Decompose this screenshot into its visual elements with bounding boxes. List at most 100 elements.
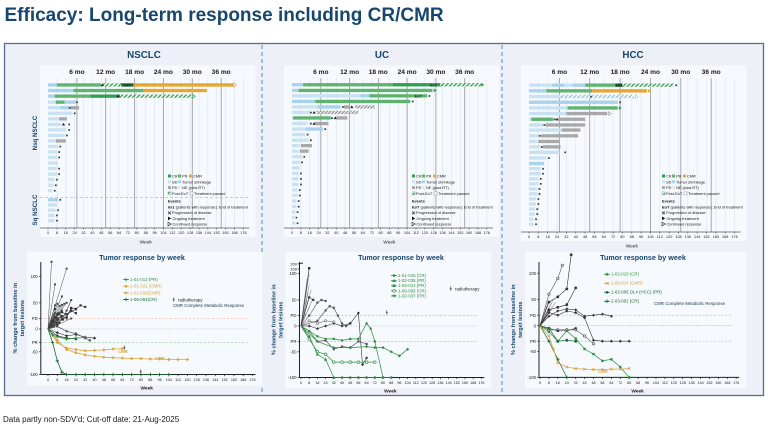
svg-text:120: 120 — [421, 381, 427, 385]
svg-text:88: 88 — [630, 235, 634, 239]
svg-text:0: 0 — [47, 378, 49, 382]
svg-text:EoT (patients with response):: EoT (patients with response): End of tre… — [412, 204, 494, 209]
svg-text:96: 96 — [397, 381, 401, 385]
svg-text:8: 8 — [56, 378, 58, 382]
svg-text:2-03-001 (CR): 2-03-001 (CR) — [611, 299, 640, 304]
svg-text:136: 136 — [685, 235, 691, 239]
svg-text:128: 128 — [187, 231, 193, 235]
svg-text:150: 150 — [290, 267, 297, 272]
svg-text:40: 40 — [90, 231, 94, 235]
svg-text:Tumor response by week: Tumor response by week — [358, 253, 444, 262]
svg-text:168: 168 — [724, 381, 730, 385]
svg-text:12 mo: 12 mo — [580, 69, 599, 76]
svg-text:18 mo: 18 mo — [611, 69, 630, 76]
svg-text:CMR: CMR — [155, 356, 166, 361]
svg-text:104: 104 — [160, 231, 166, 235]
svg-text:100: 100 — [529, 271, 537, 276]
svg-text:1-06-004(CR): 1-06-004(CR) — [130, 297, 157, 302]
svg-text:Ongoing treatment: Ongoing treatment — [173, 216, 206, 221]
svg-text:Tumor response by week: Tumor response by week — [99, 253, 185, 262]
svg-text:64: 64 — [609, 381, 613, 385]
svg-text:50: 50 — [531, 297, 536, 302]
svg-text:12 mo: 12 mo — [96, 69, 115, 76]
svg-text:0: 0 — [300, 381, 302, 385]
svg-text:1-02-006 DL4 (HCC) (PR): 1-02-006 DL4 (HCC) (PR) — [611, 290, 662, 295]
svg-text:160: 160 — [222, 231, 228, 235]
svg-text:PR: PR — [182, 174, 188, 179]
svg-text:104: 104 — [166, 378, 172, 382]
svg-text:168: 168 — [240, 378, 246, 382]
svg-text:72: 72 — [611, 235, 615, 239]
svg-text:112: 112 — [175, 378, 181, 382]
svg-text:48: 48 — [591, 381, 595, 385]
svg-text:112: 112 — [662, 381, 668, 385]
svg-text:80: 80 — [135, 231, 139, 235]
svg-text:32: 32 — [332, 381, 336, 385]
svg-text:72: 72 — [126, 231, 130, 235]
svg-text:EoT: EoT — [430, 83, 438, 87]
svg-text:1-01-013 (PR): 1-01-013 (PR) — [130, 277, 158, 282]
svg-text:72: 72 — [618, 381, 622, 385]
svg-text:Ongoing treatment: Ongoing treatment — [417, 216, 450, 221]
svg-text:16: 16 — [546, 235, 550, 239]
svg-text:1-01-015 (CR): 1-01-015 (CR) — [398, 273, 427, 278]
svg-text:radiotherapy: radiotherapy — [178, 298, 203, 303]
svg-text:40: 40 — [334, 231, 338, 235]
svg-text:CMR: CMR — [598, 369, 609, 374]
svg-text:PD: PD — [291, 313, 297, 318]
svg-text:% change from baseline in: % change from baseline in — [13, 282, 19, 353]
svg-text:CMR Complete Metabolic Respons: CMR Complete Metabolic Response — [173, 303, 245, 308]
svg-text:40: 40 — [583, 381, 587, 385]
svg-text:UC: UC — [375, 50, 389, 61]
svg-text:80: 80 — [627, 381, 631, 385]
svg-text:PD: PD — [32, 316, 38, 321]
svg-text:144: 144 — [212, 378, 218, 382]
svg-text:Progression of disease: Progression of disease — [666, 210, 706, 215]
svg-text:% change from baseline in: % change from baseline in — [511, 284, 517, 355]
svg-text:48: 48 — [99, 231, 103, 235]
svg-text:24 mo: 24 mo — [641, 69, 660, 76]
svg-text:CMR: CMR — [687, 174, 696, 179]
svg-text:144: 144 — [205, 231, 211, 235]
svg-text:64: 64 — [361, 231, 365, 235]
svg-text:16: 16 — [64, 231, 68, 235]
svg-text:136: 136 — [196, 231, 202, 235]
svg-text:144: 144 — [446, 381, 452, 385]
svg-text:-100: -100 — [288, 375, 297, 380]
svg-text:1-06-005 (CR): 1-06-005 (CR) — [398, 288, 427, 293]
svg-text:Ongoing treatment: Ongoing treatment — [667, 216, 700, 221]
svg-text:16: 16 — [556, 381, 560, 385]
svg-text:Events: Events — [412, 198, 425, 203]
svg-text:Post-EoT: Post-EoT — [416, 191, 433, 196]
svg-text:152: 152 — [703, 235, 709, 239]
svg-text:18 mo: 18 mo — [125, 69, 144, 76]
svg-text:56: 56 — [352, 231, 356, 235]
svg-text:168: 168 — [470, 381, 476, 385]
svg-text:CR: CR — [666, 174, 672, 179]
svg-text:Nsq NSCLC: Nsq NSCLC — [32, 115, 39, 150]
svg-text:56: 56 — [592, 235, 596, 239]
svg-text:Tumor shrinkage: Tumor shrinkage — [182, 179, 211, 184]
svg-text:80: 80 — [139, 378, 143, 382]
svg-text:168: 168 — [722, 235, 728, 239]
svg-text:Week: Week — [140, 240, 153, 246]
svg-text:56: 56 — [600, 381, 604, 385]
svg-text:18 mo: 18 mo — [369, 69, 388, 76]
svg-text:Events: Events — [168, 198, 181, 203]
svg-text:88: 88 — [387, 231, 391, 235]
svg-text:56: 56 — [108, 231, 112, 235]
svg-text:6x1: 6x1 — [124, 84, 130, 88]
svg-text:-50: -50 — [290, 349, 297, 354]
svg-text:-100: -100 — [527, 375, 536, 380]
svg-text:8: 8 — [56, 231, 58, 235]
svg-text:136: 136 — [437, 381, 443, 385]
svg-text:24: 24 — [555, 235, 559, 239]
svg-text:88: 88 — [148, 378, 152, 382]
svg-text:PR: PR — [530, 339, 536, 344]
svg-text:NE (post-RT): NE (post-RT) — [182, 185, 206, 190]
svg-text:16: 16 — [65, 378, 69, 382]
svg-text:176: 176 — [484, 231, 490, 235]
svg-text:176: 176 — [731, 235, 737, 239]
svg-text:24: 24 — [72, 231, 76, 235]
svg-text:Continued response: Continued response — [667, 221, 702, 226]
